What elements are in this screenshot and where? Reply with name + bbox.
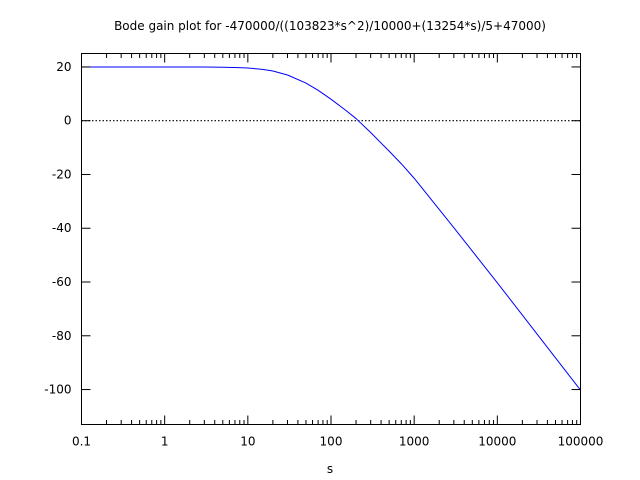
x-axis-label: s [327, 462, 333, 476]
y-tick-label-6: -100 [44, 383, 71, 397]
x-tick-label-2: 10 [240, 435, 255, 449]
series-group [81, 66, 581, 391]
tick-labels-group: 0.1 1 10 100 1000 10000 100000 20 0 -20 -40 -60 -80 -… [44, 60, 603, 449]
y-tick-label-3: -40 [52, 221, 72, 235]
y-tick-label-0: 20 [56, 60, 71, 74]
x-tick-label-3: 100 [320, 435, 343, 449]
y-tick-label-1: 0 [64, 114, 72, 128]
y-tick-label-4: -60 [52, 275, 72, 289]
x-tick-label-0: 0.1 [72, 435, 91, 449]
series-line-0 [81, 66, 581, 391]
x-tick-label-1: 1 [161, 435, 169, 449]
ticks-group [81, 53, 581, 425]
x-tick-label-4: 1000 [399, 435, 430, 449]
x-tick-label-6: 100000 [558, 435, 604, 449]
y-tick-label-5: -80 [52, 329, 72, 343]
x-tick-label-5: 10000 [478, 435, 516, 449]
y-tick-label-2: -20 [52, 167, 72, 181]
chart-title: Bode gain plot for -470000/((103823*s^2)… [114, 19, 546, 33]
plot-frame [81, 53, 581, 425]
